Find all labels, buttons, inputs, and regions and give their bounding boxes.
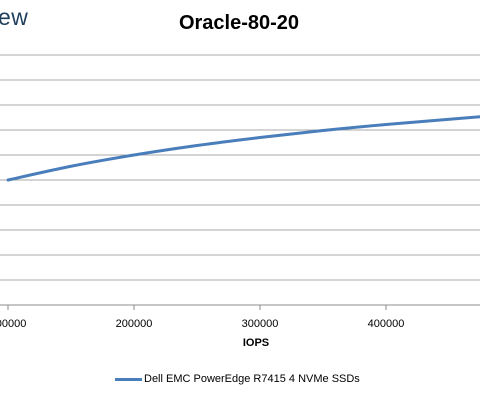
legend-line-swatch	[115, 377, 142, 381]
x-tick-label: 100000	[0, 318, 26, 330]
legend-label: Dell EMC PowerEdge R7415 4 NVMe SSDs	[144, 373, 360, 385]
chart-title: Oracle-80-20	[178, 12, 300, 34]
x-tick-label: 200000	[116, 318, 153, 330]
brand-logo-text: ew	[0, 4, 29, 30]
x-tick-label: 300000	[242, 318, 279, 330]
series-line	[6, 115, 480, 182]
x-axis-title: IOPS	[242, 337, 270, 349]
legend: Dell EMC PowerEdge R7415 4 NVMe SSDs	[115, 373, 360, 385]
x-tick-label: 400000	[368, 318, 405, 330]
